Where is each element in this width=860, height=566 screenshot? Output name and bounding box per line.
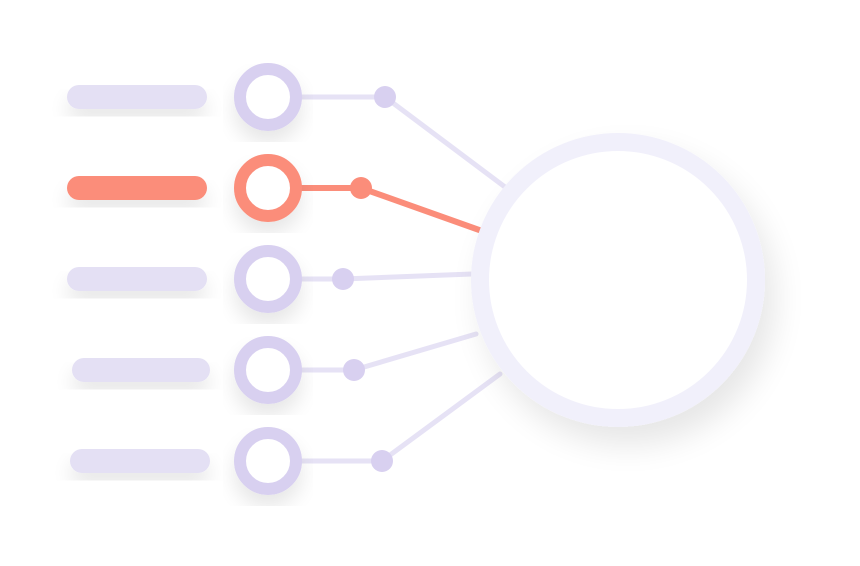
option-bar[interactable] <box>67 267 207 291</box>
connector-knob <box>374 86 396 108</box>
option-bar[interactable] <box>72 358 210 382</box>
hub-layer <box>471 133 765 427</box>
option-radio-ring[interactable] <box>234 63 302 131</box>
connector-line <box>293 94 508 190</box>
option-row[interactable] <box>67 63 508 190</box>
option-rows <box>67 63 508 495</box>
connector-knob <box>332 268 354 290</box>
option-radio-ring[interactable] <box>234 336 302 404</box>
option-radio-ring[interactable] <box>234 154 302 222</box>
connector-knob <box>350 177 372 199</box>
option-bar[interactable] <box>67 85 207 109</box>
option-row[interactable] <box>67 245 475 313</box>
option-row[interactable] <box>67 154 485 234</box>
connector-line <box>293 271 475 282</box>
hub-circle <box>471 133 765 427</box>
connector-line <box>293 371 503 464</box>
connector-knob <box>343 359 365 381</box>
option-row[interactable] <box>72 331 479 404</box>
option-radio-ring[interactable] <box>234 427 302 495</box>
connector-line <box>293 185 485 234</box>
option-bar[interactable] <box>67 176 207 200</box>
option-row[interactable] <box>70 371 503 495</box>
option-radio-ring[interactable] <box>234 245 302 313</box>
option-bar[interactable] <box>70 449 210 473</box>
connector-knob <box>371 450 393 472</box>
connector-line <box>293 331 479 373</box>
